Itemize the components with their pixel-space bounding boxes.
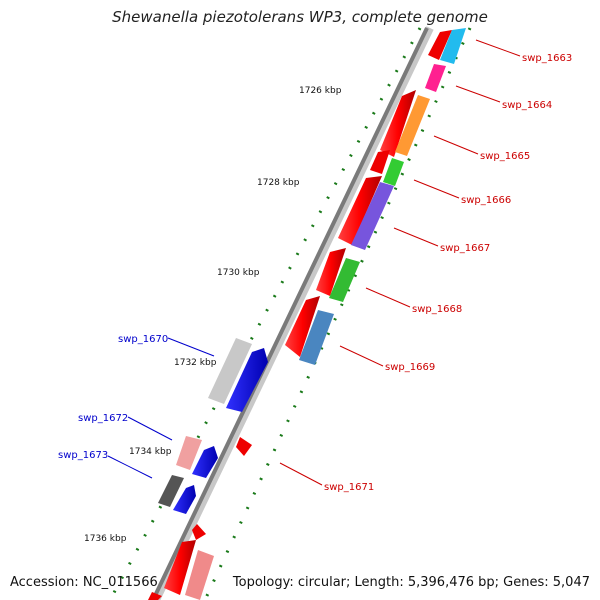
forward-strand-genes: [158, 338, 268, 514]
gene-label-swp_1664[interactable]: swp_1664: [502, 100, 552, 111]
gene-block: [226, 348, 268, 412]
tick-label-1728: 1728 kbp: [257, 178, 300, 188]
gene-label-swp_1663[interactable]: swp_1663: [522, 53, 572, 64]
gene-block: [299, 310, 334, 365]
gene-label-swp_1672[interactable]: swp_1672: [78, 413, 128, 424]
gene-block: [192, 524, 206, 540]
reverse-strand-genes: [148, 30, 452, 600]
gene-label-swp_1671[interactable]: swp_1671: [324, 482, 374, 493]
gene-block: [164, 540, 196, 595]
gene-label-swp_1669[interactable]: swp_1669: [385, 362, 435, 373]
gene-block: [173, 485, 196, 514]
gene-block: [383, 158, 404, 186]
gene-block: [208, 338, 252, 404]
gene-block: [425, 64, 446, 92]
label-connectors: [107, 39, 521, 486]
gene-block: [236, 437, 252, 456]
gene-block: [351, 182, 394, 250]
gene-block: [440, 28, 466, 64]
tick-label-1732: 1732 kbp: [174, 358, 217, 368]
gene-block: [176, 436, 202, 470]
gene-block: [316, 248, 346, 296]
gene-block: [329, 258, 360, 302]
genome-backbone: [151, 27, 429, 600]
gene-label-swp_1667[interactable]: swp_1667: [440, 243, 490, 254]
map-title: Shewanella piezotolerans WP3, complete g…: [112, 8, 488, 26]
gene-block: [192, 446, 218, 478]
gene-block: [380, 90, 416, 157]
gene-label-swp_1666[interactable]: swp_1666: [461, 195, 511, 206]
gene-block: [158, 475, 184, 507]
gene-label-swp_1665[interactable]: swp_1665: [480, 151, 530, 162]
tick-label-1726: 1726 kbp: [299, 86, 342, 96]
tick-label-1736: 1736 kbp: [84, 534, 127, 544]
genome-backbone-shadow: [152, 26, 434, 600]
gene-block: [285, 296, 320, 357]
gene-label-swp_1673[interactable]: swp_1673: [58, 450, 108, 461]
topology-text: Topology: circular; Length: 5,396,476 bp…: [232, 575, 590, 590]
gene-block: [185, 550, 214, 600]
tick-label-1730: 1730 kbp: [217, 268, 260, 278]
gene-block: [428, 30, 452, 60]
cog-genes: [299, 28, 466, 365]
tick-track-outer: [108, 27, 422, 600]
gene-block: [338, 176, 382, 245]
gene-block: [370, 150, 390, 174]
gene-label-swp_1668[interactable]: swp_1668: [412, 304, 462, 315]
tick-label-1734: 1734 kbp: [129, 447, 172, 457]
gene-label-swp_1670[interactable]: swp_1670: [118, 334, 168, 345]
gene-block: [395, 95, 430, 156]
gene-block: [148, 592, 162, 600]
accession-text: Accession: NC_011566: [10, 575, 158, 590]
